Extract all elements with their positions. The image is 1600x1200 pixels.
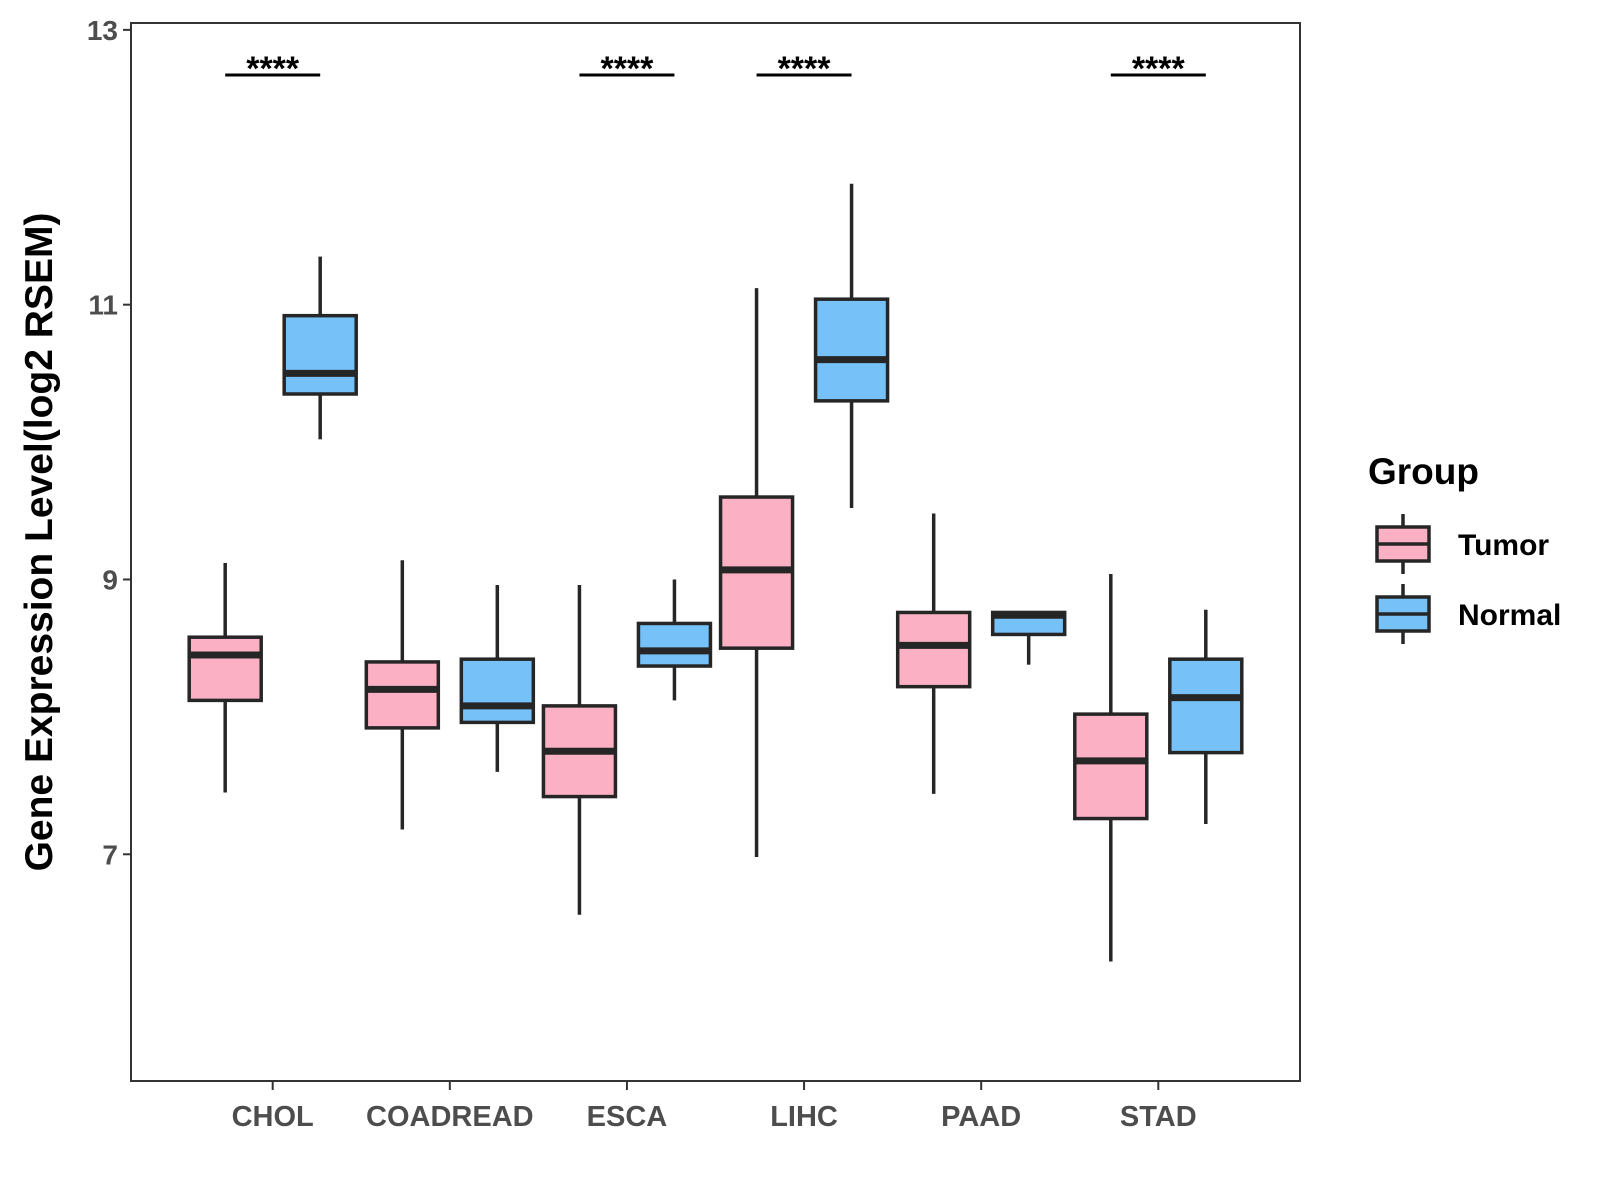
- y-axis: 7 9 11 13: [87, 15, 131, 870]
- x-tick-label: STAD: [1120, 1101, 1197, 1133]
- box-tumor-coadread: [364, 560, 441, 830]
- box-tumor-esca: [541, 584, 618, 915]
- box-normal-stad: [1168, 609, 1244, 825]
- legend-entry-tumor: Tumor: [1375, 514, 1549, 574]
- y-tick-label: 13: [87, 15, 118, 46]
- significance-label: ****: [778, 50, 832, 88]
- significance-layer: **** **** **** ****: [225, 50, 1206, 88]
- y-axis-title: Gene Expression Level(log2 RSEM): [18, 213, 61, 872]
- box-body: [459, 657, 536, 725]
- box-body: [282, 313, 358, 396]
- significance-label: ****: [1132, 50, 1186, 88]
- legend: Group Tumor Normal: [1368, 451, 1561, 644]
- x-tick-label: COADREAD: [366, 1101, 534, 1133]
- box-normal-lihc: [813, 183, 890, 509]
- y-tick-label: 11: [88, 290, 118, 321]
- plot-border: [130, 22, 1301, 1082]
- box-body: [636, 621, 713, 668]
- legend-label: Normal: [1458, 599, 1561, 632]
- box-tumor-lihc: [718, 288, 795, 858]
- box-body: [187, 635, 263, 703]
- y-tick-label: 7: [102, 839, 118, 870]
- box-body: [364, 660, 441, 730]
- box-tumor-paad: [895, 513, 972, 794]
- y-tick-label: 9: [102, 564, 118, 595]
- x-tick-label: LIHC: [770, 1101, 838, 1133]
- legend-entry-normal: Normal: [1375, 584, 1561, 644]
- x-tick-label: PAAD: [941, 1101, 1021, 1133]
- box-body: [1073, 712, 1149, 821]
- box-normal-coadread: [459, 584, 536, 772]
- x-tick-label: CHOL: [232, 1101, 314, 1133]
- significance-label: ****: [600, 50, 654, 88]
- significance-label: ****: [246, 50, 300, 88]
- x-axis: CHOL COADREAD ESCA LIHC PAAD STAD: [232, 1081, 1197, 1133]
- box-tumor-chol: [187, 562, 263, 793]
- box-normal-chol: [282, 256, 358, 440]
- legend-title: Group: [1368, 451, 1479, 492]
- box-body: [895, 610, 972, 689]
- box-normal-paad: [990, 610, 1067, 665]
- boxes-layer: [187, 183, 1244, 962]
- box-body: [813, 297, 890, 403]
- box-tumor-stad: [1073, 573, 1149, 962]
- box-body: [1168, 657, 1244, 755]
- box-normal-esca: [636, 579, 713, 701]
- legend-label: Tumor: [1458, 529, 1549, 562]
- x-tick-label: ESCA: [587, 1101, 668, 1133]
- plot-panel: [130, 22, 1301, 1082]
